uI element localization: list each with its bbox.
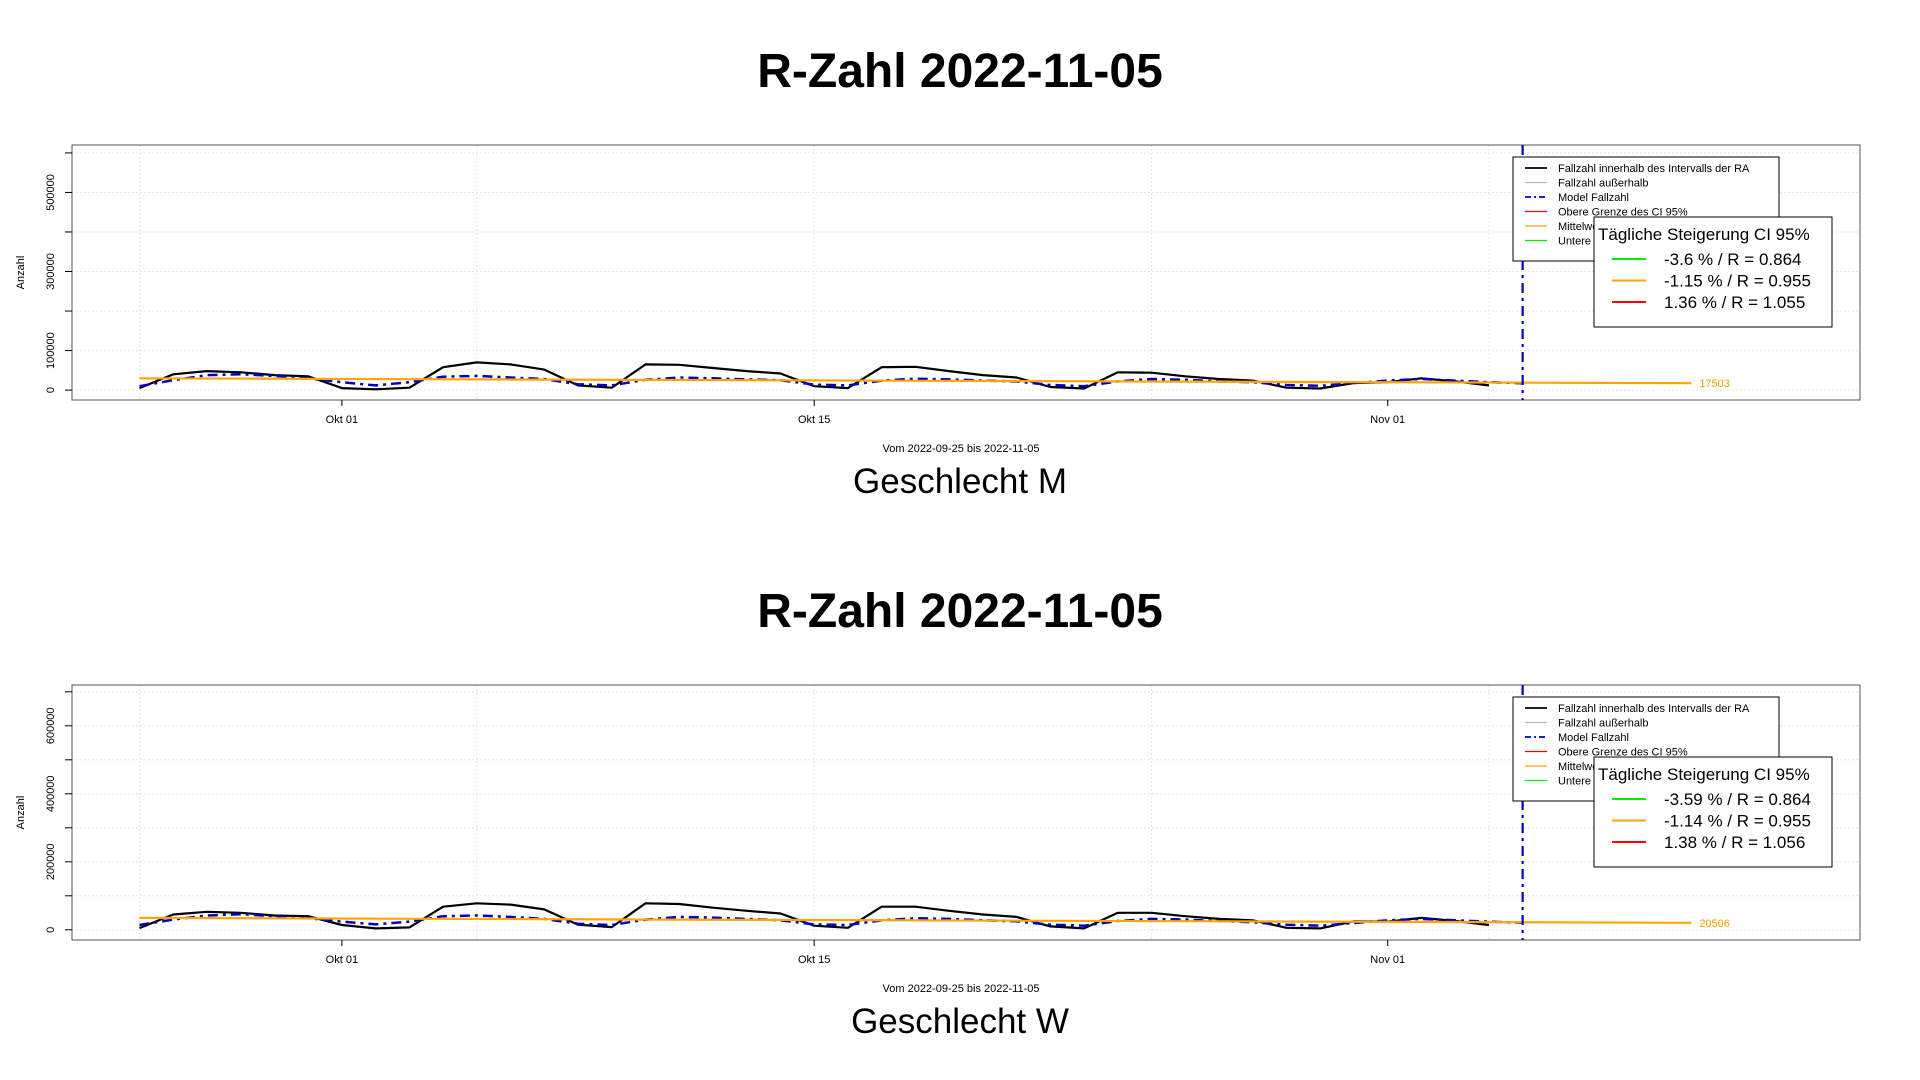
y-tick-label: 600000: [45, 707, 57, 744]
y-tick-label: 0: [45, 387, 57, 393]
y-tick-label: 500000: [45, 174, 57, 211]
grid: [72, 685, 1860, 940]
legend-label: Fallzahl innerhalb des Intervalls der RA: [1558, 703, 1750, 715]
last-value-label: 17503: [1699, 378, 1730, 390]
ci-entry: -3.6 % / R = 0.864: [1664, 250, 1802, 269]
ci-box-title: Tägliche Steigerung CI 95%: [1598, 765, 1810, 784]
series-model-line: [139, 373, 1523, 388]
legend-label: Mittelwert: [1558, 761, 1605, 773]
chart-title: R-Zahl 2022-11-05: [757, 585, 1163, 638]
plot-m: 0 100000 300000 500000 Anzahl Okt 01 Okt 15 Nov…: [15, 144, 1861, 455]
ci-entry: -1.15 % / R = 0.955: [1664, 272, 1811, 291]
chart-m: R-Zahl 2022-11-05 0 100000 300000 500000 Anz…: [15, 45, 1861, 501]
y-tick-label: 400000: [45, 775, 57, 812]
y-tick-label: 300000: [45, 253, 57, 290]
x-tick-label: Okt 15: [798, 954, 830, 966]
legend-label: Fallzahl außerhalb: [1558, 178, 1649, 190]
legend-label: Model Fallzahl: [1558, 192, 1629, 204]
chart-title: R-Zahl 2022-11-05: [757, 45, 1163, 98]
ci-box-title: Tägliche Steigerung CI 95%: [1598, 225, 1810, 244]
plot-w: 0 200000 400000 600000 Anzahl Okt 01 Okt 15 Nov…: [15, 684, 1861, 995]
x-tick-label: Okt 15: [798, 414, 830, 426]
y-tick-label: 0: [45, 927, 57, 933]
chart-subtitle: Geschlecht W: [851, 1002, 1069, 1041]
series-model-line: [139, 912, 1523, 927]
ci-box: [1593, 756, 1833, 868]
y-tick-label: 100000: [45, 332, 57, 369]
legend-label: Mittelwert: [1558, 221, 1605, 233]
plot-frame: [71, 144, 1861, 401]
legend-label: Obere Grenze des CI 95%: [1558, 207, 1688, 219]
x-axis-label: Vom 2022-09-25 bis 2022-11-05: [883, 443, 1040, 455]
ci-entry: 1.38 % / R = 1.056: [1664, 833, 1805, 852]
last-value-label: 20506: [1699, 918, 1730, 930]
ci-entry: -1.14 % / R = 0.955: [1664, 812, 1811, 831]
x-tick-label: Nov 01: [1370, 954, 1405, 966]
x-tick-label: Nov 01: [1370, 414, 1405, 426]
y-tick-label: 200000: [45, 843, 57, 880]
y-axis-label: Anzahl: [15, 796, 27, 830]
ci-entry: 1.36 % / R = 1.055: [1664, 293, 1805, 312]
series-mittelwert-line: [139, 916, 1692, 924]
legend-label: Model Fallzahl: [1558, 732, 1629, 744]
y-axis-label: Anzahl: [15, 256, 27, 290]
legend-label: Fallzahl innerhalb des Intervalls der RA: [1558, 163, 1750, 175]
chart-subtitle: Geschlecht M: [853, 462, 1067, 501]
ci-entry: -3.59 % / R = 0.864: [1664, 790, 1811, 809]
plot-frame: [71, 684, 1861, 941]
series-mittelwert-line: [139, 377, 1692, 385]
x-tick-label: Okt 01: [326, 414, 358, 426]
ci-box: [1593, 216, 1833, 328]
x-tick-label: Okt 01: [326, 954, 358, 966]
chart-w: R-Zahl 2022-11-05 0 200000 400000 600000 Anz…: [0, 540, 1920, 1080]
x-axis-label: Vom 2022-09-25 bis 2022-11-05: [883, 983, 1040, 995]
legend-label: Fallzahl außerhalb: [1558, 718, 1649, 730]
legend-label: Obere Grenze des CI 95%: [1558, 747, 1688, 759]
